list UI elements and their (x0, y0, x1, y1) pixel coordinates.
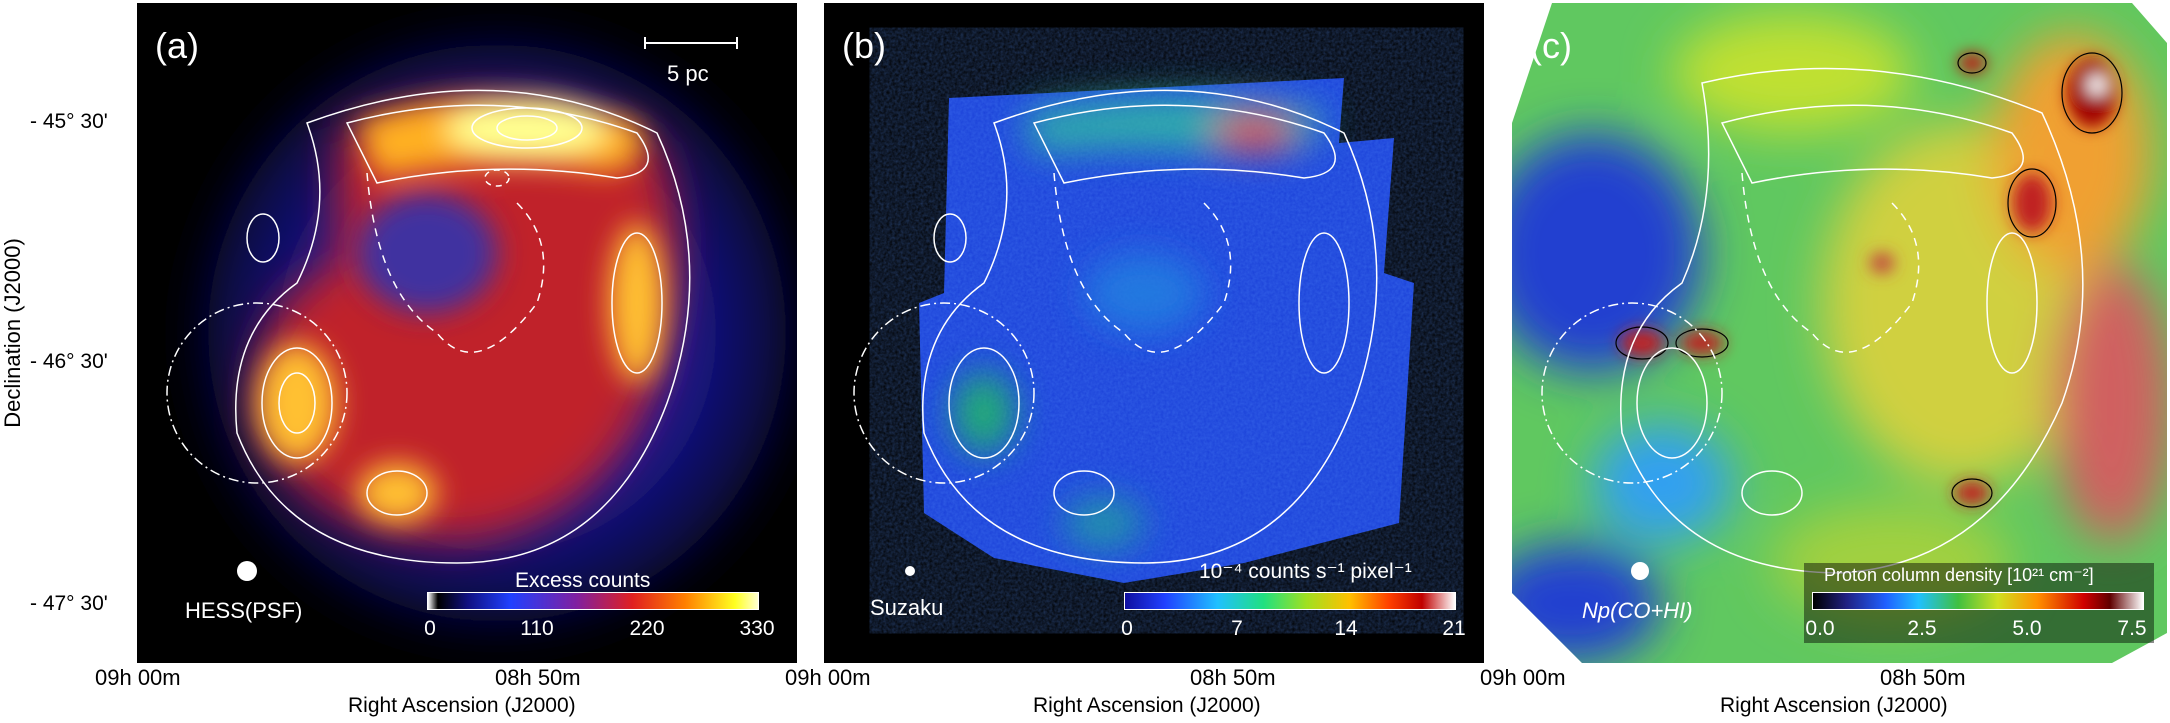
x-tick-label: 09h 00m (95, 665, 181, 690)
colorbar-tick: 21 (1442, 617, 1466, 640)
colorbar (1812, 592, 2144, 610)
x-tick-label: 09h 00m (785, 665, 871, 690)
panel-label: (b) (842, 25, 886, 66)
x-axis-title: Right Ascension (J2000) (1033, 694, 1261, 717)
colorbar-tick: 0.0 (1805, 617, 1835, 640)
psf-dot (1631, 562, 1649, 580)
colorbar-title: Proton column density [10²¹ cm⁻²] (1824, 565, 2094, 585)
panel-a-gamma-ray-map: (a) 5 pc HESS(PSF) Excess counts 0 110 2… (137, 3, 797, 663)
colorbar-tick: 7.5 (2117, 617, 2147, 640)
panel-c-proton-density-map: (c) Np(CO+HI) Proton column density [10²… (1512, 3, 2170, 663)
x-axis-title: Right Ascension (J2000) (348, 694, 576, 717)
colorbar-tick: 220 (629, 617, 665, 640)
colorbar-tick: 110 (520, 617, 554, 640)
panel-c-image (1512, 3, 2170, 663)
psf-dot (237, 561, 257, 581)
colorbar (427, 592, 759, 610)
y-tick-label: - 47° 30' (30, 592, 108, 615)
colorbar-tick: 5.0 (2012, 617, 2042, 640)
colorbar-tick: 2.5 (1907, 617, 1937, 640)
x-tick-label: 09h 00m (1480, 665, 1566, 690)
scale-bar-label: 5 pc (667, 61, 709, 86)
psf-label: Np(CO+HI) (1582, 598, 1693, 623)
colorbar-tick: 14 (1334, 617, 1358, 640)
y-tick-label: - 45° 30' (30, 110, 108, 133)
panel-a-image (137, 3, 797, 663)
colorbar-tick: 0 (424, 617, 436, 640)
y-tick-label: - 46° 30' (30, 350, 108, 373)
colorbar-tick: 7 (1231, 617, 1243, 640)
colorbar-title: Excess counts (515, 569, 651, 592)
colorbar-tick: 330 (739, 617, 775, 640)
panel-label: (c) (1530, 25, 1572, 66)
colorbar (1124, 592, 1456, 610)
panel-label: (a) (155, 25, 199, 66)
x-tick-label: 08h 50m (495, 665, 581, 690)
psf-label: HESS(PSF) (185, 598, 303, 623)
x-tick-label: 08h 50m (1190, 665, 1276, 690)
panel-b-image (824, 3, 1484, 663)
psf-dot (905, 566, 915, 576)
x-tick-label: 08h 50m (1880, 665, 1966, 690)
y-axis-title: Declination (J2000) (0, 238, 25, 428)
x-axis-title: Right Ascension (J2000) (1720, 694, 1948, 717)
panel-b-xray-map: (b) Suzaku 10⁻⁴ counts s⁻¹ pixel⁻¹ 0 7 1… (824, 3, 1484, 663)
colorbar-title: 10⁻⁴ counts s⁻¹ pixel⁻¹ (1199, 560, 1412, 583)
psf-label: Suzaku (870, 595, 944, 620)
colorbar-tick: 0 (1121, 617, 1133, 640)
